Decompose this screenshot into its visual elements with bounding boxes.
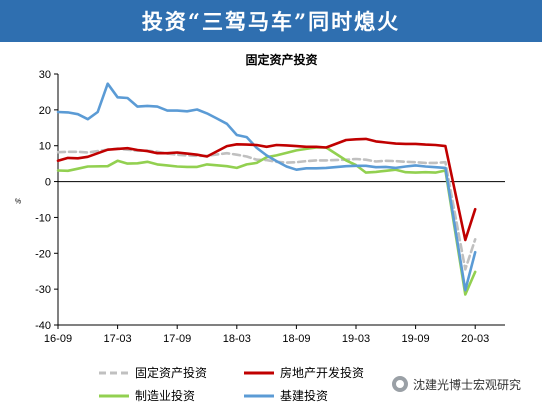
chart-title: 固定资产投资	[245, 52, 317, 67]
y-tick-label: -20	[35, 248, 51, 260]
series-line-2	[56, 137, 477, 242]
y-tick-label: -40	[35, 320, 51, 332]
y-tick-label: 20	[39, 105, 51, 117]
y-axis-label: %	[15, 199, 21, 206]
legend-label-2: 房地产开发投资	[280, 365, 364, 380]
x-tick-label: 20-03	[461, 333, 489, 345]
watermark: 沈建光博士宏观研究	[392, 373, 537, 395]
wechat-icon	[392, 376, 408, 392]
series-line-4	[56, 82, 477, 292]
y-tick-label: 10	[39, 141, 51, 153]
y-tick-label: -10	[35, 212, 51, 224]
y-tick-label: 0	[45, 177, 51, 189]
x-tick-label: 17-03	[104, 333, 132, 345]
y-tick-label: 30	[39, 69, 51, 81]
line-chart: 固定资产投资 -40 -30 -20 -10 0 10 20 30% 16-09 17-03 17-0…	[15, 52, 505, 403]
x-tick-label: 18-03	[223, 333, 251, 345]
chart-container: 固定资产投资 -40 -30 -20 -10 0 10 20 30% 16-09 17-03 17-0…	[0, 42, 542, 409]
x-tick-label: 18-09	[282, 333, 310, 345]
banner-title-text: 投资“三驾马车”同时熄火	[141, 9, 401, 34]
x-tick-label: 17-09	[163, 333, 191, 345]
x-tick-label: 16-09	[44, 333, 72, 345]
series-line-3	[56, 146, 477, 296]
x-tick-label: 19-03	[342, 333, 370, 345]
legend-label-1: 固定资产投资	[135, 365, 207, 380]
legend-label-3: 制造业投资	[135, 388, 195, 403]
x-tick-label: 19-09	[402, 333, 430, 345]
y-tick-label: -30	[35, 284, 51, 296]
banner-title: 投资“三驾马车”同时熄火	[0, 0, 542, 42]
legend-label-4: 基建投资	[280, 388, 328, 403]
watermark-text: 沈建光博士宏观研究	[413, 377, 522, 392]
